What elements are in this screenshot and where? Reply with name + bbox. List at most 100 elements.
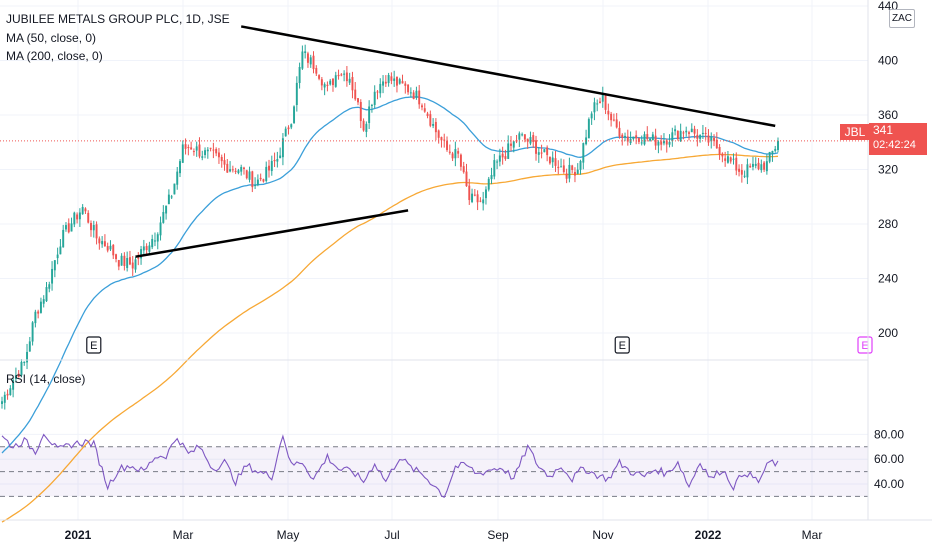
candle-body — [610, 113, 613, 121]
candle-body — [704, 132, 707, 134]
candle-body — [407, 84, 410, 93]
candle-body — [738, 168, 741, 172]
time-tick-label: Mar — [173, 528, 194, 542]
candle-body — [713, 137, 716, 141]
candle-body — [126, 258, 129, 268]
candle-body — [701, 132, 704, 134]
candle-body — [432, 123, 435, 126]
candle-body — [195, 146, 198, 151]
candle-body — [179, 161, 181, 174]
candle-body — [329, 80, 332, 85]
candle-body — [593, 102, 596, 113]
candle-body — [443, 139, 446, 141]
ma200-legend[interactable]: MA (200, close, 0) — [6, 49, 103, 63]
candle-body — [660, 141, 663, 145]
candle-body — [318, 75, 321, 79]
candle-body — [295, 82, 298, 106]
candle-body — [170, 196, 173, 198]
candle-body — [326, 84, 329, 86]
candle-body — [131, 262, 134, 269]
candle-body — [379, 83, 382, 94]
candle-body — [354, 89, 357, 100]
candle-body — [254, 185, 257, 187]
candle-body — [192, 151, 195, 153]
trendline[interactable] — [135, 209, 409, 258]
candle-body — [362, 120, 365, 131]
candle-body — [421, 105, 423, 108]
candle-body — [640, 142, 643, 144]
candle-body — [156, 234, 159, 242]
candle-body — [718, 146, 721, 155]
candle-body — [112, 244, 115, 256]
candle-body — [84, 208, 87, 212]
candle-body — [707, 135, 710, 143]
symbol-tag: JBL — [840, 124, 870, 140]
time-tick-label: 2021 — [65, 528, 92, 542]
candle-body — [607, 110, 610, 115]
candle-body — [599, 101, 601, 104]
candle-body — [73, 212, 76, 225]
time-tick-label: Jul — [384, 528, 399, 542]
candle-body — [198, 144, 201, 157]
rsi-legend[interactable]: RSI (14, close) — [6, 372, 86, 386]
candle-body — [615, 119, 618, 128]
earnings-marker[interactable] — [86, 336, 102, 354]
candle-body — [243, 167, 245, 169]
candle-body — [223, 160, 226, 165]
candle-body — [498, 155, 501, 162]
candle-body — [309, 57, 312, 65]
candle-body — [154, 240, 156, 242]
candle-body — [582, 143, 585, 163]
currency-button[interactable]: ZAC — [889, 9, 915, 28]
candle-body — [554, 158, 557, 166]
candle-body — [532, 135, 535, 142]
candle-body — [334, 75, 337, 87]
candle-body — [181, 144, 184, 163]
candle-body — [724, 158, 727, 161]
price-tick-label: 360 — [878, 108, 898, 122]
earnings-marker[interactable] — [614, 336, 630, 354]
candle-body — [501, 153, 504, 158]
ma50-legend[interactable]: MA (50, close, 0) — [6, 31, 97, 45]
candle-body — [201, 156, 204, 158]
candle-body — [234, 170, 237, 173]
candle-body — [777, 140, 779, 150]
rsi-tick-label: 80.00 — [874, 427, 904, 441]
candle-body — [365, 123, 368, 132]
chart-title[interactable]: JUBILEE METALS GROUP PLC, 1D, JSE — [6, 12, 230, 26]
last-price-value: 341 — [873, 123, 894, 137]
candle-body — [637, 138, 640, 142]
candle-body — [14, 375, 17, 380]
candle-body — [671, 132, 674, 142]
candle-body — [39, 301, 42, 313]
candle-body — [276, 159, 279, 162]
candle-body — [434, 121, 437, 133]
candle-body — [204, 150, 207, 156]
candle-body — [546, 147, 549, 156]
ma200-line — [1, 153, 779, 523]
candle-body — [484, 189, 487, 199]
trendline[interactable] — [240, 25, 776, 128]
candle-body — [568, 164, 571, 179]
candle-body — [226, 163, 229, 173]
candle-body — [17, 373, 20, 377]
triangle-trendlines[interactable] — [135, 25, 776, 258]
candle-body — [693, 128, 696, 134]
candle-body — [601, 94, 604, 102]
time-axis[interactable]: 2021 Mar May Jul Sep Nov 2022 Mar — [65, 528, 823, 542]
candle-body — [398, 79, 401, 84]
candle-body — [676, 131, 679, 140]
candle-body — [323, 84, 326, 88]
candle-body — [529, 137, 532, 144]
candle-body — [120, 255, 123, 266]
candle-body — [473, 194, 476, 196]
candle-body — [6, 393, 9, 396]
candle-body — [715, 139, 718, 149]
candle-body — [62, 229, 65, 248]
candle-body — [1, 401, 3, 404]
candle-body — [429, 114, 432, 126]
candle-body — [337, 74, 340, 77]
